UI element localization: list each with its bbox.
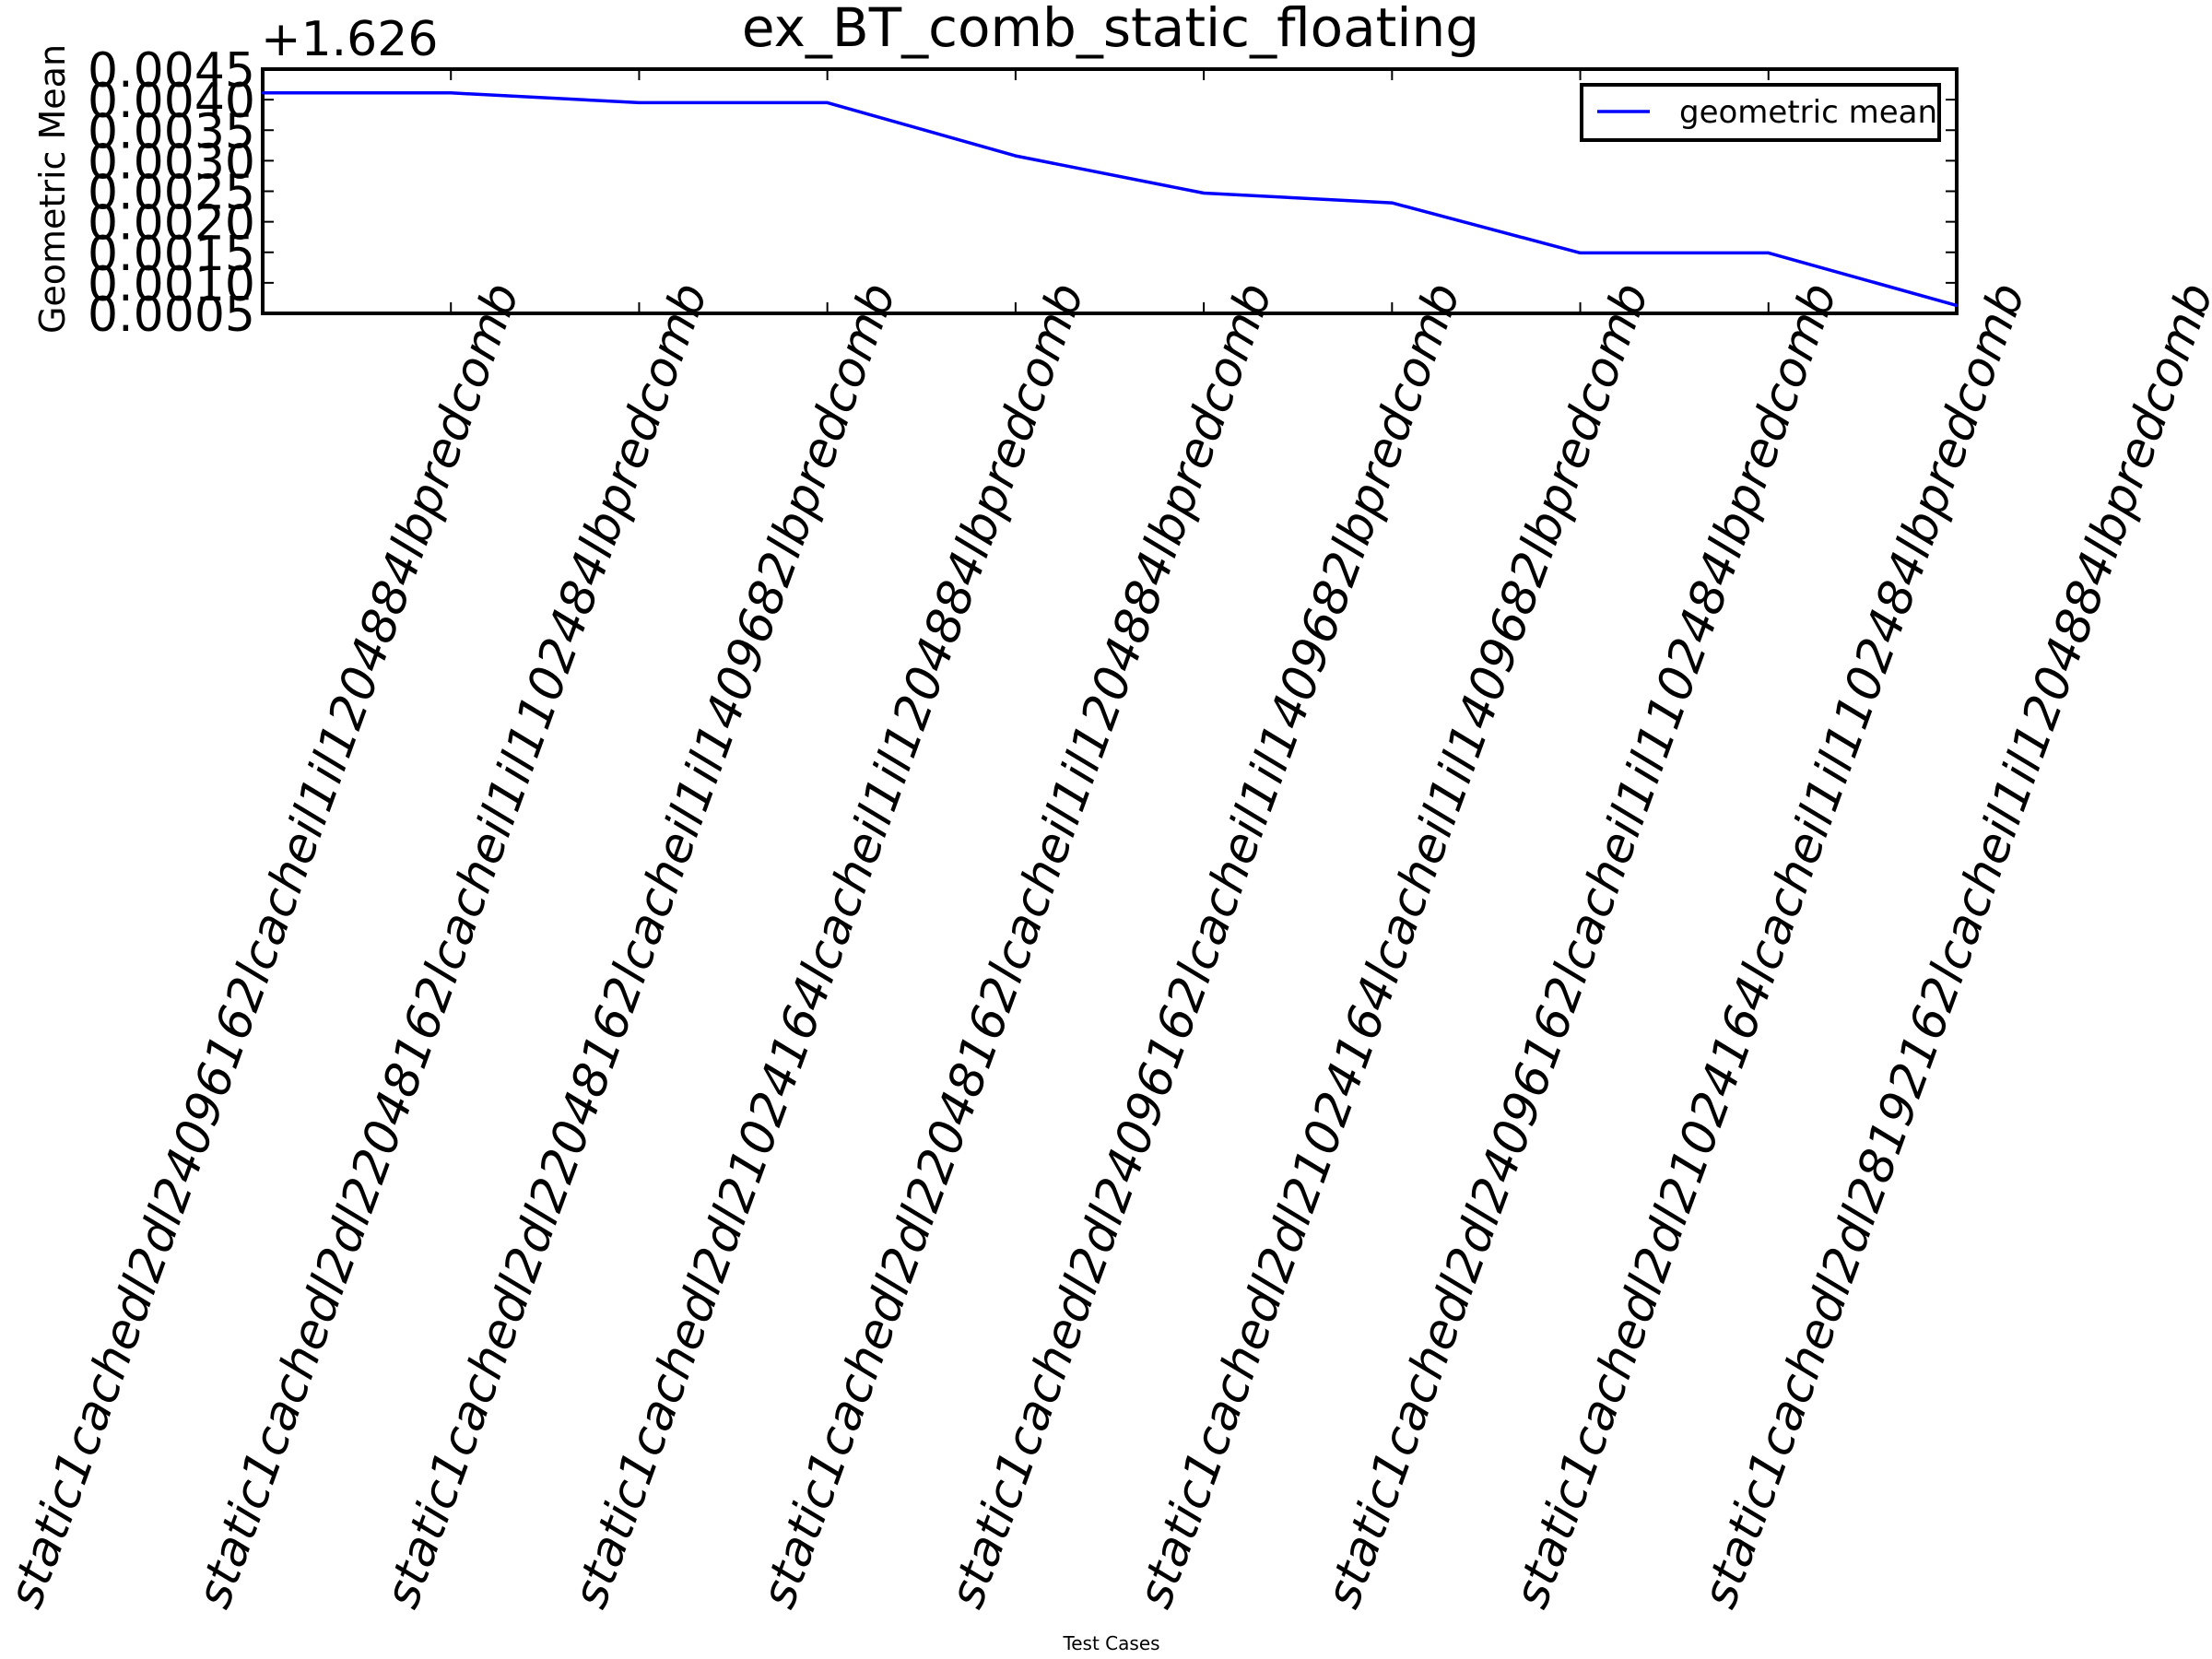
y-tick-label: 0.0030 bbox=[88, 135, 255, 190]
data-point bbox=[826, 100, 830, 104]
y-axis-label: Geometric Mean bbox=[32, 44, 73, 334]
y-tick-label: 0.0015 bbox=[88, 227, 255, 282]
y-tick-label: 0.0040 bbox=[88, 74, 255, 129]
data-point bbox=[1202, 191, 1206, 194]
y-tick-label: 0.0020 bbox=[88, 196, 255, 252]
y-tick-label: 0.0035 bbox=[88, 104, 255, 159]
data-point bbox=[1390, 201, 1394, 205]
plot-area: 0.00050.00100.00150.00200.00250.00300.00… bbox=[0, 43, 2212, 1615]
data-point bbox=[637, 100, 641, 104]
chart-title: ex_BT_comb_static_floating bbox=[742, 0, 1479, 59]
y-tick-label: 0.0005 bbox=[88, 288, 255, 343]
data-point bbox=[1955, 303, 1959, 307]
x-axis-label: Test Cases bbox=[1062, 1632, 1159, 1654]
y-offset-label: +1.626 bbox=[261, 12, 438, 67]
data-point bbox=[1767, 251, 1771, 254]
data-point bbox=[449, 91, 453, 95]
data-point bbox=[1014, 154, 1018, 158]
y-tick-label: 0.0010 bbox=[88, 257, 255, 312]
y-tick-label: 0.0025 bbox=[88, 166, 255, 221]
data-point bbox=[1579, 251, 1583, 254]
series-line bbox=[263, 91, 1958, 308]
legend-label: geometric mean bbox=[1679, 94, 1937, 131]
data-point bbox=[261, 91, 265, 95]
legend: geometric mean bbox=[1580, 83, 1941, 142]
y-tick-label: 0.0045 bbox=[88, 43, 255, 99]
